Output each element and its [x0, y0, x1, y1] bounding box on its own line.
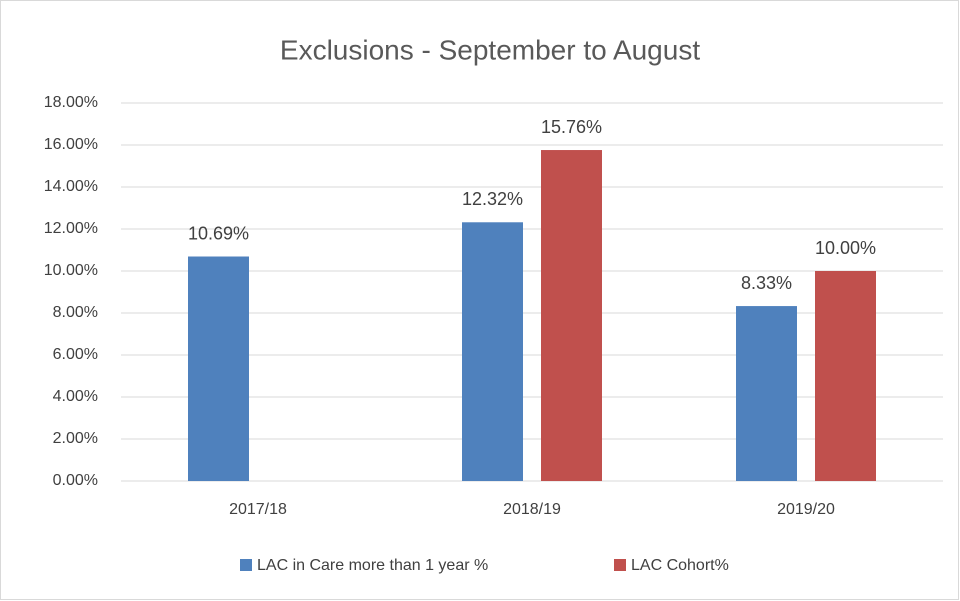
y-tick-label: 2.00%	[53, 430, 98, 447]
bar	[736, 306, 797, 481]
y-tick-label: 10.00%	[44, 262, 98, 279]
legend-swatch	[240, 559, 252, 571]
data-label: 8.33%	[741, 273, 792, 293]
data-label: 10.69%	[188, 223, 249, 243]
bar	[541, 150, 602, 482]
chart-title: Exclusions - September to August	[280, 34, 700, 65]
y-tick-label: 4.00%	[53, 388, 98, 405]
data-label: 10.00%	[815, 238, 876, 258]
y-tick-label: 0.00%	[53, 472, 98, 489]
y-tick-label: 14.00%	[44, 178, 98, 195]
x-tick-label: 2018/19	[503, 501, 561, 518]
y-tick-label: 18.00%	[44, 94, 98, 111]
legend-label: LAC in Care more than 1 year %	[257, 557, 488, 574]
y-tick-label: 16.00%	[44, 136, 98, 153]
data-label: 15.76%	[541, 117, 602, 137]
bar	[815, 271, 876, 481]
legend-label: LAC Cohort%	[631, 557, 729, 574]
bar	[462, 222, 523, 481]
y-tick-label: 12.00%	[44, 220, 98, 237]
legend-swatch	[614, 559, 626, 571]
x-tick-label: 2019/20	[777, 501, 835, 518]
x-tick-label: 2017/18	[229, 501, 287, 518]
bar	[188, 256, 249, 481]
data-label: 12.32%	[462, 189, 523, 209]
y-tick-label: 6.00%	[53, 346, 98, 363]
y-tick-label: 8.00%	[53, 304, 98, 321]
